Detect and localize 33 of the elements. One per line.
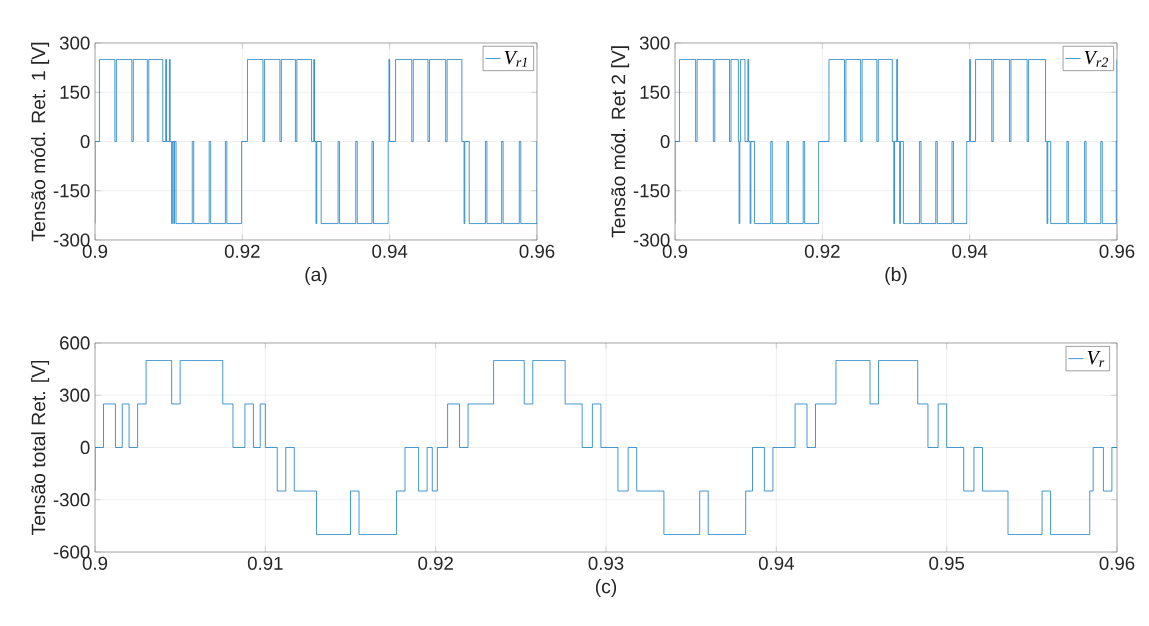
y-tick-label: 300 — [59, 388, 90, 402]
legend-label: V$_{r2}$ — [1084, 50, 1108, 67]
x-tick-label: 0.95 — [929, 556, 965, 570]
y-tick-label: 600 — [60, 336, 90, 350]
x-axis-title: (c) — [595, 579, 617, 598]
x-tick-label: 0.92 — [418, 556, 453, 570]
y-tick-label: -300 — [53, 493, 90, 507]
legend-label: V$_{r}$ — [1087, 351, 1105, 368]
x-axis-title: (b) — [885, 267, 907, 286]
legend-label: V$_{r1}$ — [504, 50, 527, 67]
y-tick-label: 150 — [60, 85, 90, 99]
y-axis-title: Tensão mód. Ret. 1 [V] — [30, 42, 50, 242]
y-tick-label: -150 — [53, 184, 90, 198]
y-tick-label: 300 — [59, 36, 90, 50]
x-tick-label: 0.94 — [758, 556, 794, 570]
x-tick-label: 0.92 — [804, 244, 840, 258]
y-tick-label: 0 — [80, 440, 90, 455]
x-tick-label: 0.94 — [372, 244, 408, 258]
x-tick-label: 0.96 — [1099, 244, 1135, 258]
x-tick-label: 0.93 — [588, 556, 624, 570]
y-tick-label: -150 — [633, 184, 670, 198]
x-tick-label: 0.92 — [224, 244, 260, 258]
x-tick-label: 0.96 — [519, 244, 555, 258]
x-axis-title: (a) — [305, 267, 327, 286]
y-tick-label: 0 — [80, 134, 90, 149]
y-axis-title: Tensão mód. Ret 2 [V] — [610, 46, 630, 238]
y-axis-title: Tensão total Ret. [V] — [31, 360, 50, 535]
y-tick-label: 0 — [660, 134, 670, 149]
y-tick-label: 300 — [639, 36, 670, 50]
x-tick-label: 0.94 — [952, 244, 988, 258]
x-tick-label: 0.91 — [247, 556, 283, 570]
x-tick-label: 0.96 — [1099, 556, 1135, 570]
y-tick-label: 150 — [640, 85, 670, 99]
